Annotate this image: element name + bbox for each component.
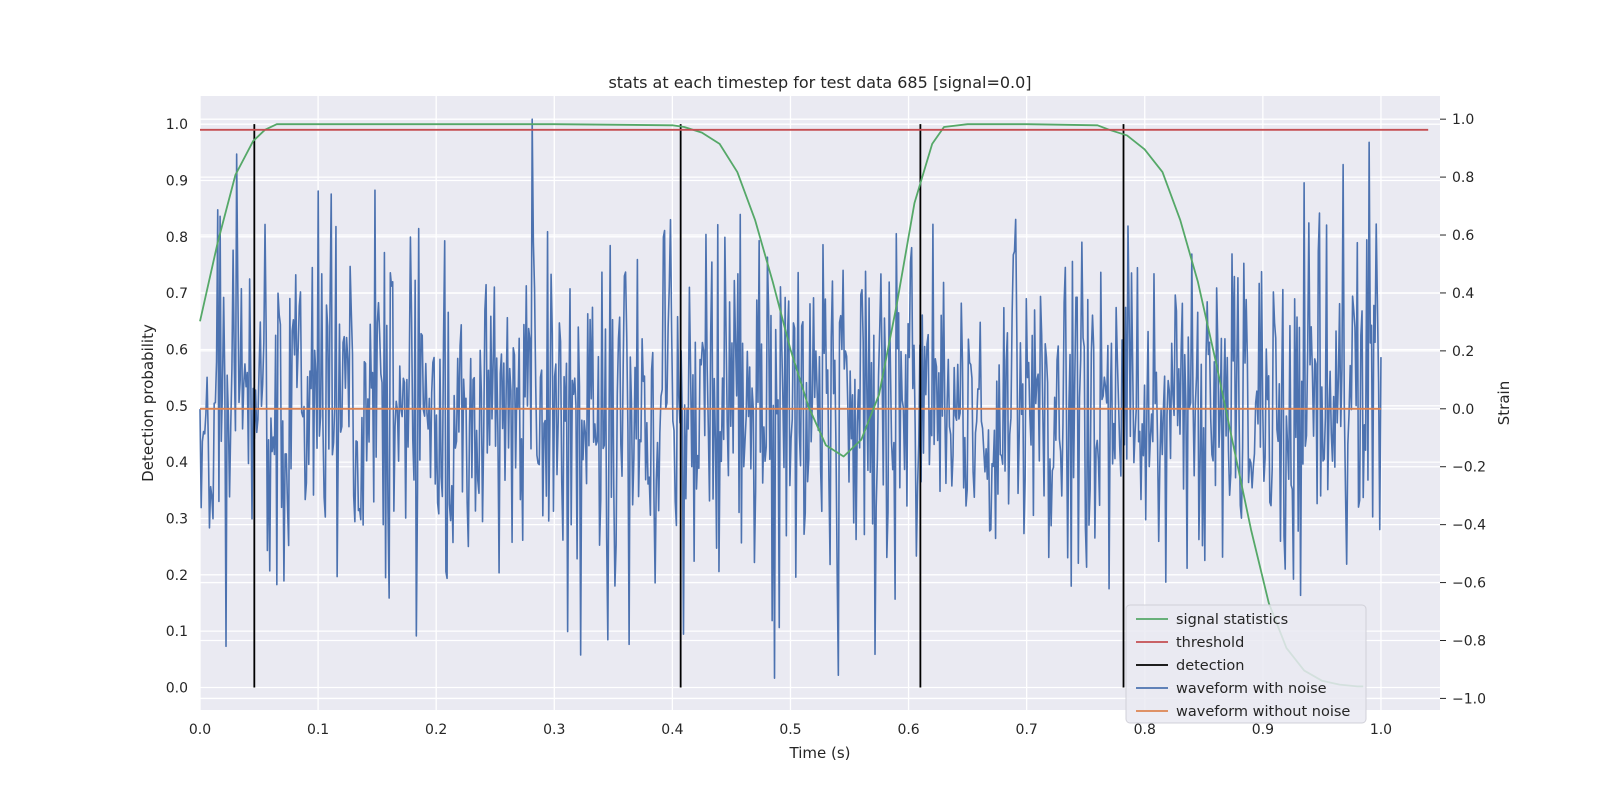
y-left-tick-label: 0.8	[166, 230, 188, 246]
x-tick-label: 0.4	[661, 722, 683, 738]
legend: signal statistics threshold detection wavef…	[1125, 604, 1367, 724]
y-left-tick-label: 0.0	[166, 680, 188, 696]
y-left-tick-labels: 0.0 0.1 0.2 0.3 0.4 0.5 0.6 0.7 0.8 0.9 1.0	[166, 117, 188, 696]
x-axis-title: Time (s)	[789, 744, 851, 762]
x-tick-label: 1.0	[1370, 722, 1392, 738]
series-layer	[199, 118, 1429, 688]
y-right-tick-labels: −1.0 −0.8 −0.6 −0.4 −0.2 0.0 0.2 0.4 0.6 0.8 1.0	[1440, 112, 1486, 707]
x-tick-labels: 0.0 0.1 0.2 0.3 0.4 0.5 0.6 0.7 0.8 0.9 1.0	[189, 722, 1392, 738]
x-tick-label: 0.5	[779, 722, 801, 738]
legend-label: waveform with noise	[1176, 681, 1327, 697]
series-waveform-with-noise	[199, 118, 1382, 679]
y-right-tick-label: 0.0	[1452, 402, 1474, 418]
x-tick-label: 0.2	[425, 722, 447, 738]
y-left-tick-label: 0.3	[166, 511, 188, 527]
y-right-tick-label: 0.8	[1452, 170, 1474, 186]
legend-box	[1125, 604, 1367, 724]
y-right-tick-label: 0.4	[1452, 286, 1474, 302]
y-right-tick-label: −0.2	[1452, 460, 1486, 476]
series-signal-statistics	[199, 123, 1364, 688]
x-tick-label: 0.0	[189, 722, 211, 738]
y-left-tick-label: 0.2	[166, 568, 188, 584]
x-tick-label: 0.8	[1134, 722, 1156, 738]
y-left-tick-label: 0.9	[166, 173, 188, 189]
y-left-tick-label: 1.0	[166, 117, 188, 133]
legend-label: threshold	[1176, 635, 1244, 651]
y-right-tick-label: 0.2	[1452, 344, 1474, 360]
y-left-tick-label: 0.7	[166, 286, 188, 302]
y-left-tick-label: 0.5	[166, 399, 188, 415]
y-right-tick-label: −0.4	[1452, 518, 1486, 534]
y-left-axis-title: Detection probability	[139, 324, 157, 482]
y-left-tick-label: 0.6	[166, 342, 188, 358]
x-tick-label: 0.6	[897, 722, 919, 738]
y-left-tick-label: 0.4	[166, 455, 188, 471]
y-right-tick-label: 1.0	[1452, 112, 1474, 128]
x-tick-label: 0.1	[307, 722, 329, 738]
x-tick-label: 0.7	[1016, 722, 1038, 738]
y-right-tick-label: −0.8	[1452, 633, 1486, 649]
x-tick-label: 0.3	[543, 722, 565, 738]
y-right-tick-label: 0.6	[1452, 228, 1474, 244]
y-left-tick-label: 0.1	[166, 624, 188, 640]
legend-label: waveform without noise	[1176, 704, 1350, 720]
legend-label: detection	[1176, 658, 1244, 674]
y-right-axis-title: Strain	[1495, 381, 1513, 425]
x-tick-label: 0.9	[1252, 722, 1274, 738]
legend-label: signal statistics	[1176, 612, 1288, 628]
chart-title: stats at each timestep for test data 685…	[608, 73, 1031, 92]
y-right-tick-label: −1.0	[1452, 691, 1486, 707]
y-right-tick-label: −0.6	[1452, 576, 1486, 592]
